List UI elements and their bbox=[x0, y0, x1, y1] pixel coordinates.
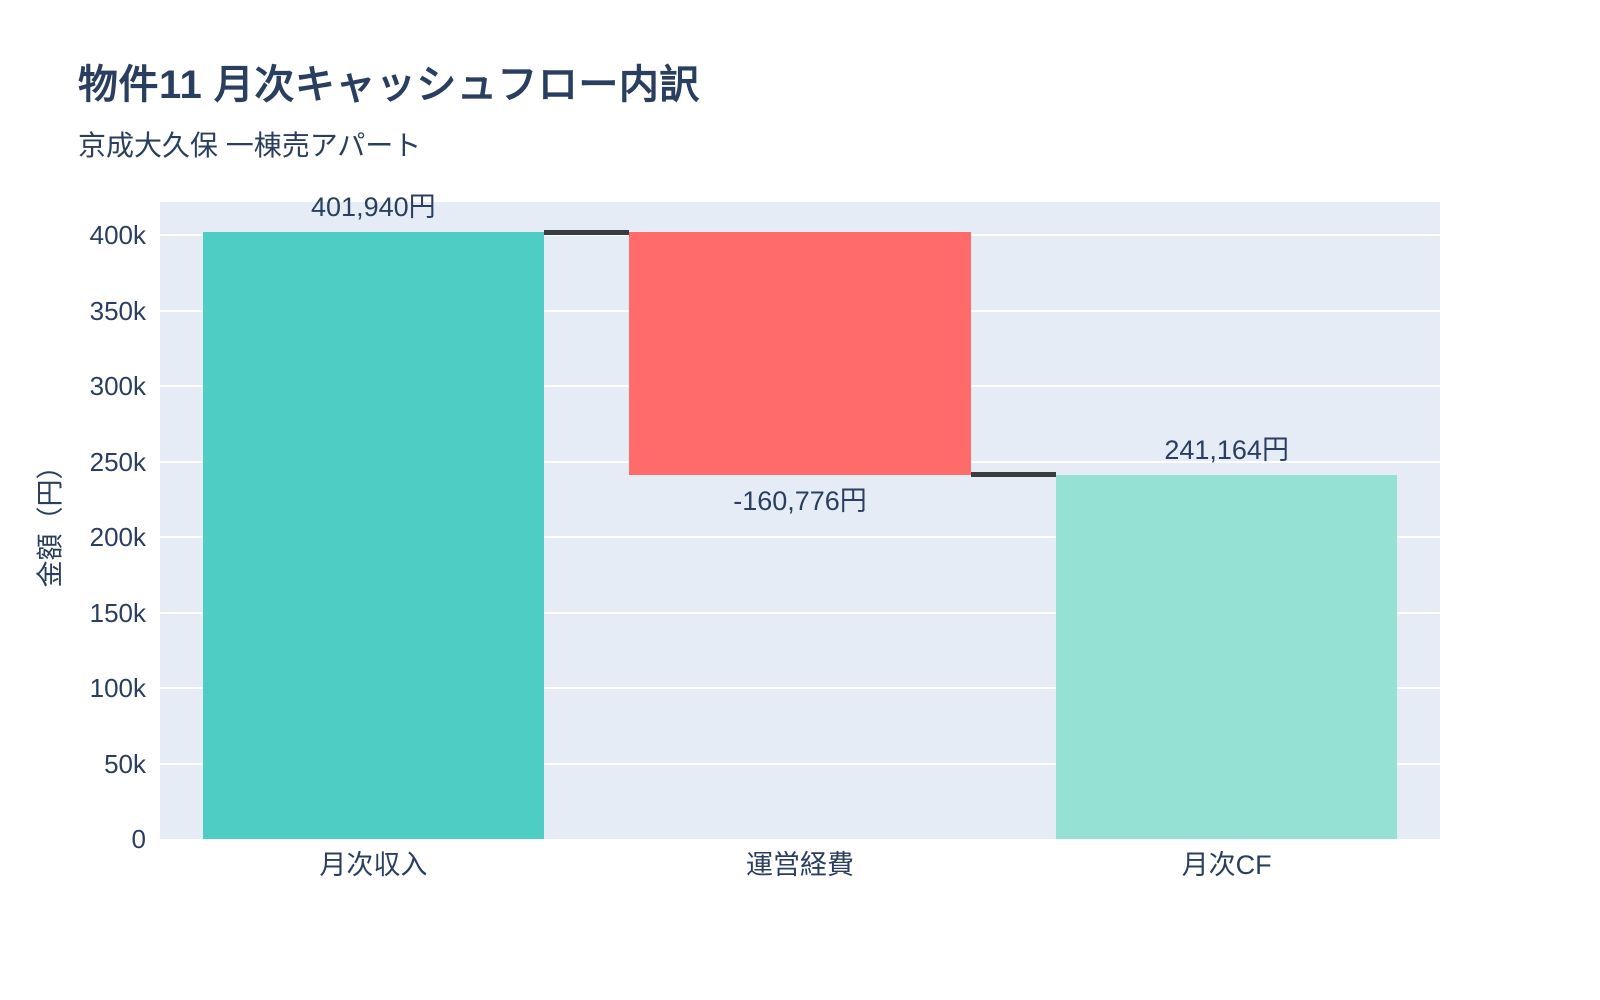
y-tick-label: 350k bbox=[89, 295, 146, 326]
connector-line bbox=[970, 472, 1056, 478]
gridline bbox=[160, 687, 1440, 690]
y-tick-label: 0 bbox=[131, 824, 146, 854]
bar-value-label: 401,940円 bbox=[311, 192, 436, 223]
waterfall-bar-1[interactable] bbox=[202, 232, 544, 839]
waterfall-bar-3[interactable] bbox=[1056, 474, 1398, 839]
y-tick-label: 50k bbox=[104, 748, 146, 779]
waterfall-bar-2[interactable] bbox=[629, 232, 971, 475]
chart-title: 物件11 月次キャッシュフロー内訳 bbox=[78, 63, 700, 107]
chart-subtitle: 京成大久保 一棟売アパート bbox=[78, 130, 422, 161]
gridline bbox=[160, 536, 1440, 539]
bar-value-label: 241,164円 bbox=[1164, 434, 1289, 465]
y-tick-label: 200k bbox=[89, 522, 146, 553]
y-tick-label: 400k bbox=[89, 220, 146, 251]
connector-line bbox=[544, 229, 630, 235]
y-tick-label: 150k bbox=[89, 597, 146, 628]
plot-area: 401,940円 -160,776円 241,164円 bbox=[160, 192, 1440, 839]
x-tick-label: 月次CF bbox=[1181, 850, 1272, 880]
y-tick-label: 300k bbox=[89, 371, 146, 402]
y-tick-label: 250k bbox=[89, 446, 146, 477]
gridline bbox=[160, 611, 1440, 614]
x-tick-label: 運営経費 bbox=[746, 850, 854, 880]
y-tick-label: 100k bbox=[89, 673, 146, 704]
bar-value-label: -160,776円 bbox=[733, 485, 867, 516]
x-tick-label: 月次収入 bbox=[319, 850, 428, 880]
gridline bbox=[160, 762, 1440, 765]
